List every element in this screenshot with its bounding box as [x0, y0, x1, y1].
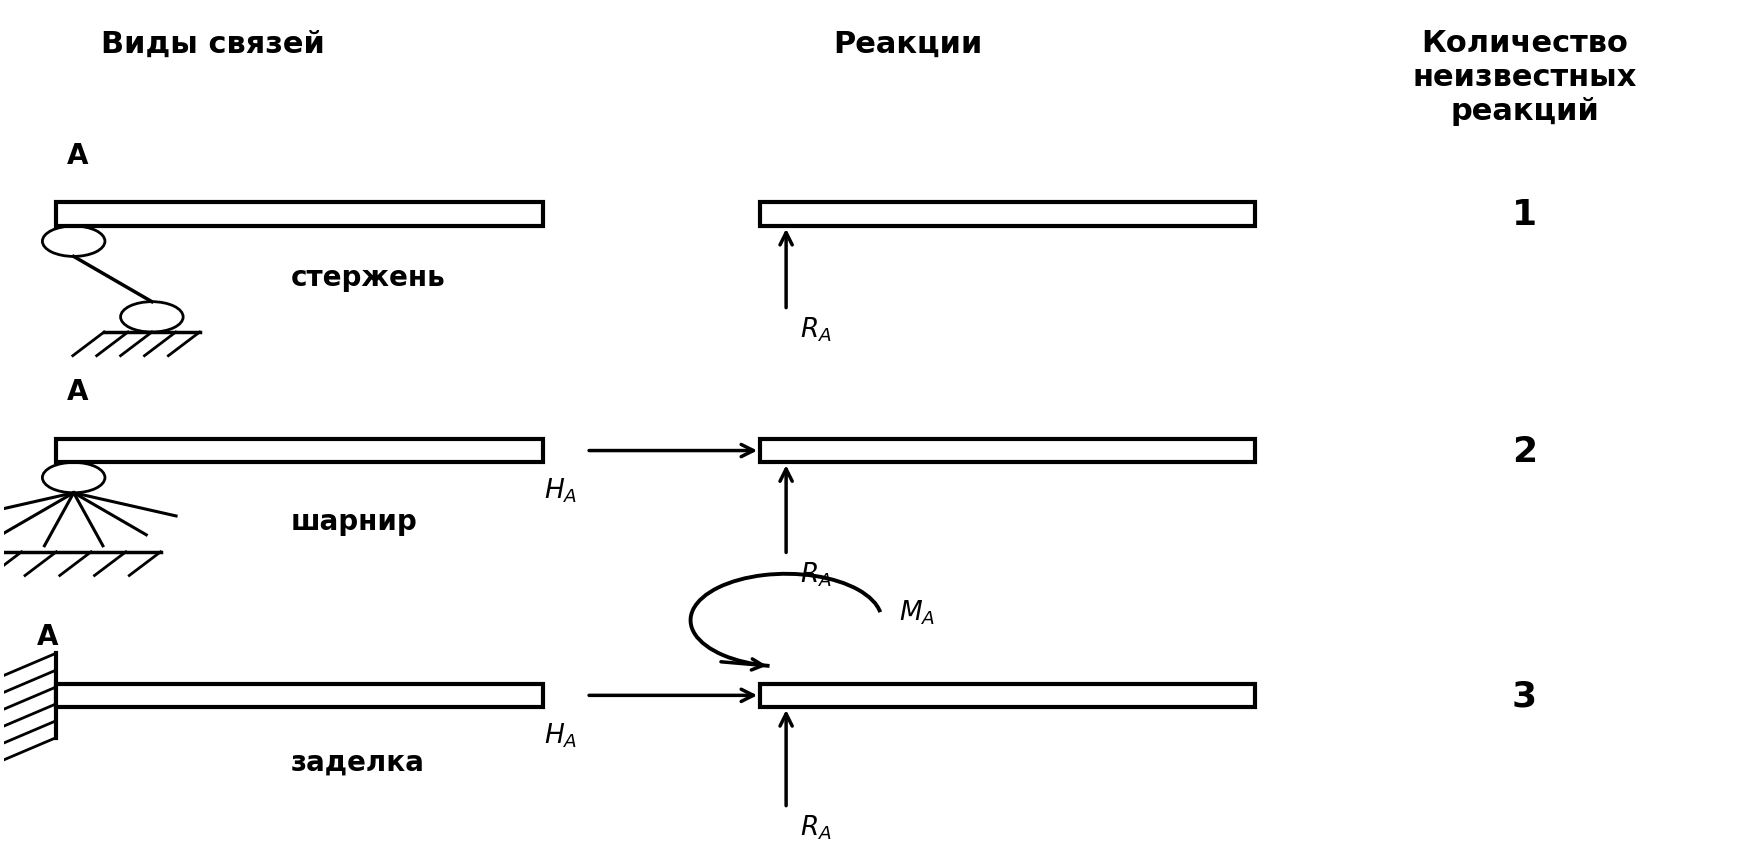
Text: шарнир: шарнир	[292, 508, 417, 536]
Text: $H_A$: $H_A$	[545, 721, 578, 749]
Text: A: A	[66, 378, 87, 405]
Text: Реакции: Реакции	[833, 30, 983, 58]
Text: 1: 1	[1512, 198, 1536, 232]
Text: $R_A$: $R_A$	[800, 560, 831, 589]
Text: 3: 3	[1512, 678, 1536, 712]
FancyBboxPatch shape	[760, 203, 1255, 227]
Text: заделка: заделка	[292, 748, 424, 776]
Text: $R_A$: $R_A$	[800, 316, 831, 344]
Text: $H_A$: $H_A$	[545, 476, 578, 505]
FancyBboxPatch shape	[56, 439, 543, 463]
FancyBboxPatch shape	[56, 203, 543, 227]
Text: A: A	[66, 142, 87, 170]
Text: $R_A$: $R_A$	[800, 813, 831, 841]
Text: A: A	[37, 622, 58, 650]
Text: стержень: стержень	[292, 264, 445, 292]
FancyBboxPatch shape	[760, 439, 1255, 463]
Text: Количество
неизвестных
реакций: Количество неизвестных реакций	[1413, 30, 1636, 125]
FancyBboxPatch shape	[56, 684, 543, 707]
Text: $M_A$: $M_A$	[899, 598, 936, 626]
Text: 2: 2	[1512, 434, 1536, 468]
Text: Виды связей: Виды связей	[101, 30, 325, 58]
FancyBboxPatch shape	[760, 684, 1255, 707]
